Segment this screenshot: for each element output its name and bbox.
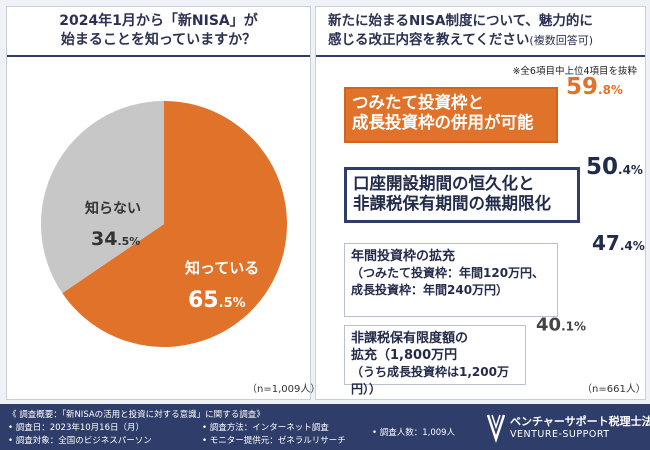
bar-1-value: 59.8% xyxy=(566,74,623,100)
bar-1-value-int: 59 xyxy=(566,74,599,100)
pie-slice-2 xyxy=(41,101,164,294)
bar-4: 非課税保有限度額の 拡充（1,800万円 （うち成長投資枠は1,200万円）） xyxy=(344,325,526,396)
bar-2-value-int: 50 xyxy=(586,154,619,180)
bar-3-value-int: 47 xyxy=(592,231,620,255)
bar-sample-size: （n=661人） xyxy=(582,384,646,395)
survey-count: • 調査人数：1,009人 xyxy=(372,428,456,438)
bar-chart-title: 新たに始まるNISA制度について、魅力的に 感じる改正内容を教えてください(複数… xyxy=(316,7,645,57)
survey-provider: • モニター提供元：ゼネラルリサーチ xyxy=(202,436,346,446)
bar-2-value-dec: .4% xyxy=(618,163,643,177)
bar-4-value-int: 40 xyxy=(536,314,562,336)
bar-4-label-line2: 拡充（1,800万円 xyxy=(351,348,458,363)
bar-2-value: 50.4% xyxy=(586,154,643,180)
bar-1-value-dec: .8% xyxy=(598,83,623,97)
bar-4-value: 40.1% xyxy=(536,315,586,336)
bar-title-line1: 新たに始まるNISA制度について、魅力的に xyxy=(328,13,593,29)
bar-title-line2: 感じる改正内容を教えてください xyxy=(328,32,530,48)
bar-1-label-line2: 成長投資枠の併用が可能 xyxy=(352,113,534,132)
pie-title-line1: 2024年1月から「新NISA」が xyxy=(59,13,258,29)
bar-2-label-line1: 口座開設期間の恒久化と xyxy=(353,174,535,193)
company-name-en: VENTURE-SUPPORT xyxy=(510,429,610,440)
pie-slice-1-label: 知っている xyxy=(185,259,259,277)
pie-title-line2: 始まることを知っていますか？ xyxy=(60,32,257,48)
bar-3-label-sub1: （つみたて投資枠：年間120万円、 xyxy=(351,266,545,280)
pie-slice-2-value: 34.5% xyxy=(91,228,140,250)
company-logo-icon xyxy=(486,414,506,443)
bar-chart-panel: 新たに始まるNISA制度について、魅力的に 感じる改正内容を教えてください(複数… xyxy=(315,6,646,400)
pie-slice-1-value: 65.5% xyxy=(188,288,246,313)
survey-footer: 《 調査概要：「新NISAの活用と投資に対する意識」に関する調査》 • 調査日：… xyxy=(0,404,650,450)
bar-3-label-line1: 年間投資枠の拡充 xyxy=(351,249,456,264)
pie-chart: 知っている 65.5% 知らない 34.5% xyxy=(41,101,288,348)
survey-target: • 調査対象：全国のビジネスパーソン xyxy=(8,436,152,446)
bar-title-note: (複数回答可) xyxy=(529,34,594,47)
bar-2: 口座開設期間の恒久化と 非課税保有期間の無期限化 xyxy=(344,167,580,223)
pie-chart-panel: 2024年1月から「新NISA」が 始まることを知っていますか？ 知っている 65… xyxy=(6,6,320,400)
bar-4-label-sub1: （うち成長投資枠は1,200万円）） xyxy=(351,365,509,396)
bar-1-label-line1: つみたて投資枠と xyxy=(352,93,484,112)
survey-period: • 調査日：2023年10月16日（月） xyxy=(8,423,144,433)
company-name: ベンチャーサポート税理士法人 xyxy=(510,415,650,428)
bar-chart-note: ※全6項目中上位4項目を抜粋 xyxy=(512,66,637,77)
bar-3-value-dec: .4% xyxy=(619,239,645,253)
survey-method: • 調査方法：インターネット調査 xyxy=(202,423,329,433)
bar-4-value-dec: .1% xyxy=(561,319,586,334)
survey-overview: 《 調査概要：「新NISAの活用と投資に対する意識」に関する調査》 xyxy=(8,410,265,420)
pie-chart-title: 2024年1月から「新NISA」が 始まることを知っていますか？ xyxy=(7,7,310,57)
bar-2-label-line2: 非課税保有期間の無期限化 xyxy=(353,194,551,213)
bar-3: 年間投資枠の拡充 （つみたて投資枠：年間120万円、 成長投資枠：年間240万円… xyxy=(344,243,558,317)
pie-slice-1 xyxy=(62,101,288,348)
bar-4-label-line1: 非課税保有限度額の xyxy=(351,331,469,346)
bar-1: つみたて投資枠と 成長投資枠の併用が可能 xyxy=(344,87,558,143)
bar-3-label-sub2: 成長投資枠：年間240万円） xyxy=(351,283,509,297)
pie-sample-size: （n=1,009人） xyxy=(247,384,321,395)
bar-3-value: 47.4% xyxy=(592,231,645,255)
pie-slice-2-label: 知らない xyxy=(85,200,141,217)
